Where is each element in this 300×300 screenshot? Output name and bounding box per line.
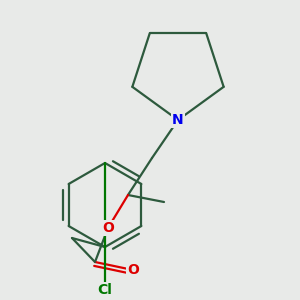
Text: N: N [172,113,184,127]
Text: O: O [102,221,114,235]
Text: O: O [127,263,139,277]
Text: Cl: Cl [98,283,112,297]
